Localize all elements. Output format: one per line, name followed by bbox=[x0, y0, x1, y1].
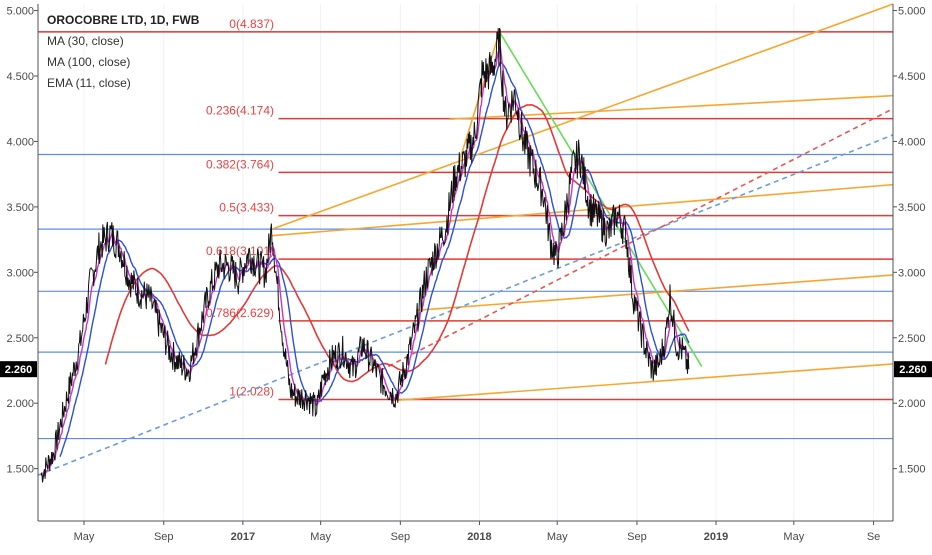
trend-lines-layer bbox=[37, 3, 894, 476]
x-tick-label: Sep bbox=[391, 531, 411, 543]
y-tick-label-right: 5.000 bbox=[898, 6, 926, 18]
legend-ma30[interactable]: MA (30, close) bbox=[47, 34, 124, 48]
price-line bbox=[40, 27, 690, 483]
y-tick-label-left: 5.000 bbox=[6, 6, 34, 18]
last-price-badge-left bbox=[0, 361, 37, 378]
y-tick-label-right: 4.500 bbox=[898, 71, 926, 83]
ma100-line bbox=[104, 103, 690, 383]
y-tick-label-right: 3.000 bbox=[898, 267, 926, 279]
x-tick-label: Sep bbox=[154, 531, 174, 543]
x-tick-label: May bbox=[74, 531, 95, 543]
trend-line bbox=[271, 183, 894, 237]
grid-layer bbox=[83, 4, 875, 521]
legend-ema11[interactable]: EMA (11, close) bbox=[47, 76, 131, 90]
fib-level-label: 0.382(3.764) bbox=[206, 157, 274, 171]
trend-line bbox=[415, 274, 894, 312]
fib-level-label: 1(2.028) bbox=[229, 385, 274, 399]
legend-ma100[interactable]: MA (100, close) bbox=[47, 55, 131, 69]
fib-level-label: 0.618(3.101) bbox=[206, 244, 274, 258]
last-price-label-left: 2.260 bbox=[5, 364, 33, 376]
x-tick-label: May bbox=[310, 531, 331, 543]
y-tick-label-right: 1.500 bbox=[898, 464, 926, 476]
trend-line bbox=[271, 3, 894, 230]
axes-layer: 1.500 1.500 2.000 2.000 2.500 2.500 3.000 3.000… bbox=[0, 4, 932, 543]
horizontal-levels-layer bbox=[38, 31, 893, 440]
trend-line bbox=[392, 363, 894, 402]
y-tick-label-left: 2.500 bbox=[6, 333, 34, 345]
y-tick-label-right: 3.500 bbox=[898, 202, 926, 214]
fib-level-label: 0(4.837) bbox=[229, 17, 274, 31]
trend-line bbox=[37, 134, 894, 476]
fibonacci-layer: 0(4.837) 0.236(4.174) 0.382(3.764) 0.5(3.43… bbox=[38, 17, 893, 401]
y-tick-label-left: 2.000 bbox=[6, 398, 34, 410]
x-tick-label: Se bbox=[867, 531, 880, 543]
legend-symbol[interactable]: OROCOBRE LTD, 1D, FWB bbox=[47, 13, 200, 27]
x-tick-label: 2017 bbox=[231, 531, 255, 543]
x-tick-label: May bbox=[783, 531, 804, 543]
x-tick-label: May bbox=[547, 531, 568, 543]
last-price-label-right: 2.260 bbox=[899, 364, 927, 376]
fib-level-label: 0.5(3.433) bbox=[219, 201, 274, 215]
x-tick-label: Sep bbox=[627, 531, 647, 543]
y-tick-label-right: 4.000 bbox=[898, 136, 926, 148]
trend-line bbox=[379, 107, 894, 372]
fib-level-label: 0.786(2.629) bbox=[206, 306, 274, 320]
x-tick-label: 2018 bbox=[467, 531, 491, 543]
x-tick-label: 2019 bbox=[704, 531, 728, 543]
y-tick-label-right: 2.000 bbox=[898, 398, 926, 410]
trend-line bbox=[458, 31, 501, 162]
y-tick-label-left: 3.500 bbox=[6, 202, 34, 214]
fib-level-label: 0.236(4.174) bbox=[206, 104, 274, 118]
series-layer bbox=[40, 27, 690, 483]
y-tick-label-right: 2.500 bbox=[898, 333, 926, 345]
y-tick-label-left: 4.500 bbox=[6, 71, 34, 83]
y-tick-label-left: 1.500 bbox=[6, 464, 34, 476]
y-tick-label-left: 4.000 bbox=[6, 136, 34, 148]
y-tick-label-left: 3.000 bbox=[6, 267, 34, 279]
last-price-badge-right bbox=[894, 361, 932, 378]
